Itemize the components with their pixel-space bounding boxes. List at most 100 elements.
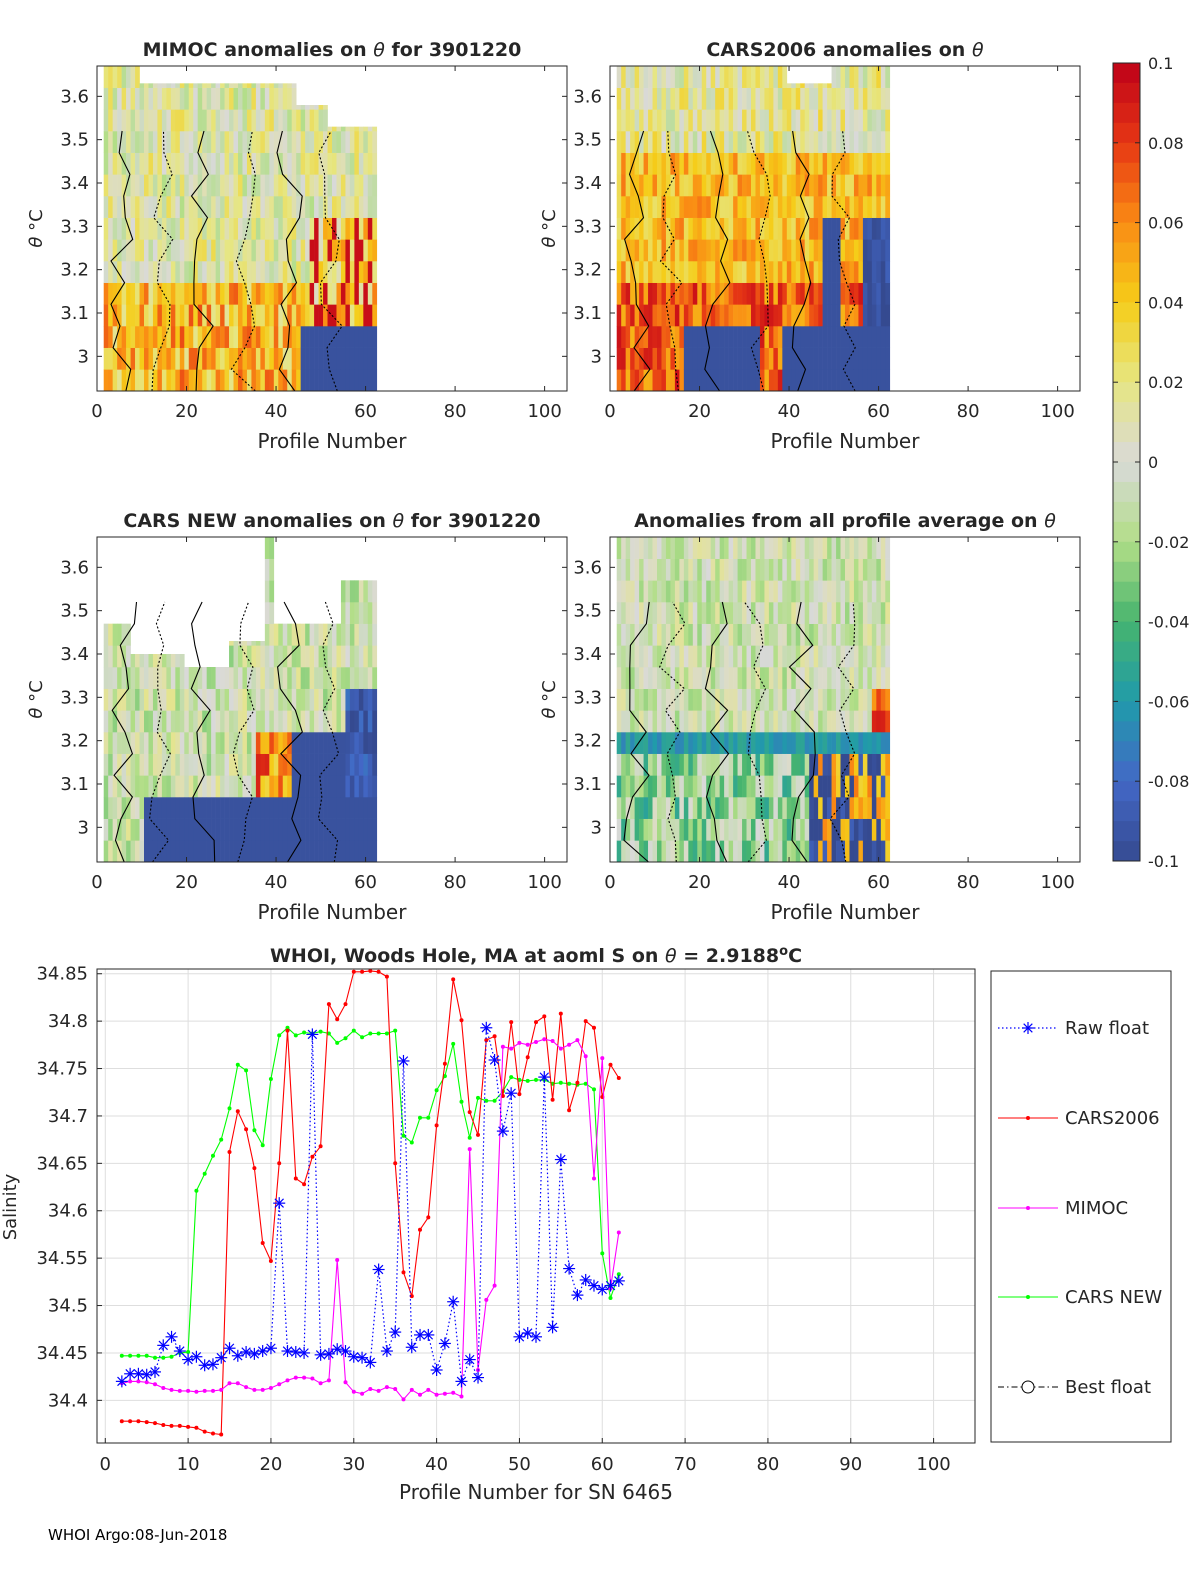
heatmap-cell: [161, 131, 167, 153]
heatmap-cell: [184, 239, 190, 262]
heatmap-cell: [625, 326, 631, 348]
heatmap-cell: [318, 775, 324, 798]
heatmap-cell: [188, 282, 194, 305]
heatmap-cell: [139, 174, 145, 197]
heatmap-cell: [786, 347, 792, 370]
heatmap-cell: [336, 775, 342, 798]
heatmap-cell: [755, 732, 761, 754]
heatmap-cell: [211, 732, 216, 754]
heatmap-cell: [773, 282, 779, 305]
heatmap-cell: [845, 369, 850, 392]
heatmap-cell: [251, 688, 257, 711]
heatmap-cell: [354, 261, 360, 283]
heatmap-cell: [126, 87, 131, 110]
heatmap-cell: [121, 87, 127, 110]
heatmap-cell: [126, 688, 131, 711]
heatmap-cell: [688, 196, 694, 218]
heatmap-cell: [871, 645, 877, 668]
heatmap-cell: [130, 797, 136, 819]
heatmap-cell: [786, 131, 792, 153]
heatmap-cell: [291, 217, 297, 240]
data-point: [616, 1272, 621, 1277]
heatmap-cell: [737, 537, 743, 559]
heatmap-cell: [367, 645, 373, 668]
heatmap-cell: [148, 83, 154, 88]
heatmap-cell: [202, 369, 207, 392]
heatmap-cell: [876, 347, 882, 370]
y-tick-label: 3.1: [573, 774, 602, 795]
heatmap-cell: [233, 797, 239, 819]
heatmap-cell: [336, 152, 342, 175]
heatmap-cell: [372, 347, 378, 370]
heatmap-cell: [148, 326, 154, 348]
heatmap-cell: [184, 109, 190, 132]
heatmap-cell: [354, 131, 360, 153]
heatmap-cell: [670, 775, 676, 798]
heatmap-cell: [813, 710, 819, 733]
heatmap-cell: [697, 369, 703, 392]
heatmap-cell: [719, 537, 725, 559]
heatmap-cell: [773, 775, 779, 798]
heatmap-cell: [349, 347, 355, 370]
heatmap-cell: [800, 602, 806, 624]
heatmap-cell: [139, 109, 145, 132]
heatmap-cell: [170, 347, 176, 370]
heatmap-cell: [773, 602, 779, 624]
heatmap-cell: [728, 261, 734, 283]
heatmap-cell: [818, 87, 823, 110]
heatmap-cell: [710, 623, 716, 646]
heatmap-cell: [616, 131, 622, 153]
heatmap-cell: [728, 558, 734, 581]
heatmap-cell: [260, 109, 266, 132]
heatmap-cell: [318, 152, 324, 175]
colorbar-segment: [1113, 701, 1140, 722]
heatmap-cell: [287, 667, 293, 689]
heatmap-cell: [278, 753, 284, 776]
heatmap-cell: [166, 818, 172, 841]
heatmap-cell: [135, 818, 140, 841]
heatmap-cell: [305, 217, 310, 240]
heatmap-cell: [728, 818, 734, 841]
heatmap-cell: [724, 326, 729, 348]
heatmap-cell: [809, 347, 814, 370]
heatmap-cell: [108, 645, 113, 668]
heatmap-cell: [737, 667, 743, 689]
heatmap-cell: [746, 87, 752, 110]
heatmap-cell: [836, 818, 841, 841]
heatmap-cell: [880, 326, 886, 348]
heatmap-cell: [305, 282, 310, 305]
heatmap-cell: [800, 623, 806, 646]
heatmap-cell: [885, 261, 891, 283]
heatmap-cell: [867, 282, 873, 305]
heatmap-cell: [751, 537, 756, 559]
heatmap-cell: [791, 580, 797, 603]
heatmap-cell: [616, 369, 622, 392]
heatmap-cell: [737, 282, 743, 305]
data-point: [318, 1381, 323, 1386]
heatmap-cell: [822, 840, 828, 863]
heatmap-cell: [363, 623, 369, 646]
heatmap-cell: [314, 818, 319, 841]
heatmap-cell: [170, 326, 176, 348]
heatmap-cell: [300, 304, 306, 327]
heatmap-cell: [755, 282, 761, 305]
heatmap-cell: [340, 174, 346, 197]
heatmap-cell: [822, 537, 828, 559]
heatmap-cell: [300, 239, 306, 262]
heatmap-cell: [759, 304, 765, 327]
data-point: [219, 1432, 224, 1437]
data-point: [256, 1345, 269, 1358]
heatmap-cell: [278, 710, 284, 733]
heatmap-cell: [804, 174, 810, 197]
heatmap-cell: [242, 152, 248, 175]
heatmap-cell: [179, 326, 185, 348]
heatmap-cells: [616, 537, 891, 863]
heatmap-cell: [238, 667, 243, 689]
heatmap-cell: [251, 87, 257, 110]
heatmap-cell: [751, 775, 756, 798]
heatmap-cell: [759, 537, 765, 559]
heatmap-cell: [880, 818, 886, 841]
heatmap-cell: [103, 840, 109, 863]
heatmap-cell: [880, 66, 886, 88]
heatmap-cell: [733, 304, 738, 327]
